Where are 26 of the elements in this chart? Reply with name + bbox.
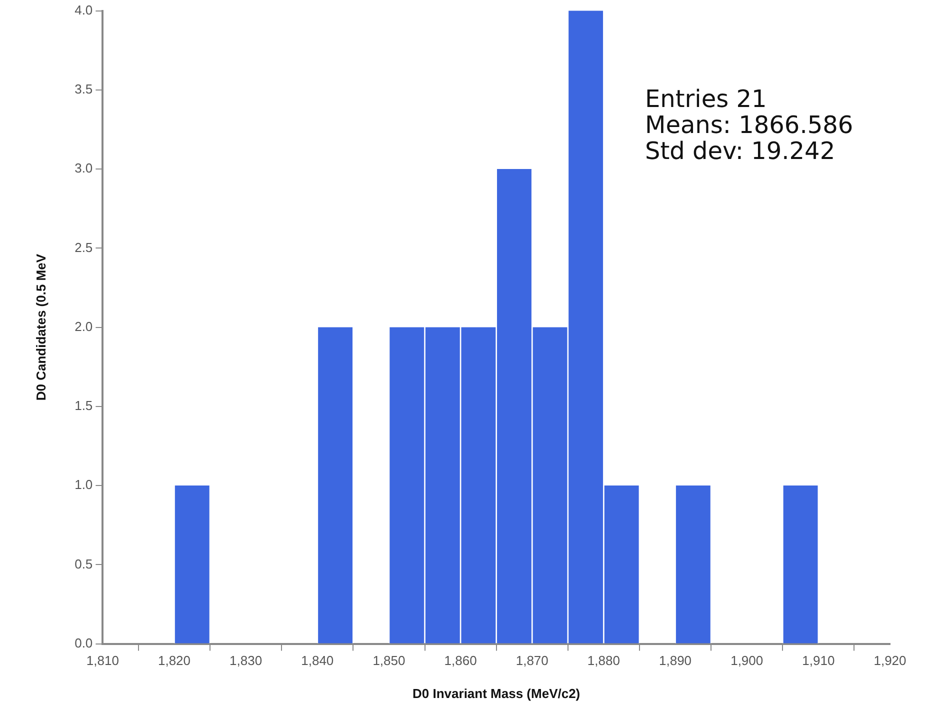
y-tick-label: 4.0	[74, 2, 93, 18]
y-tick-label: 0.5	[74, 556, 93, 572]
x-tick-label: 1,900	[730, 653, 764, 668]
y-tick-label: 2.0	[74, 318, 93, 334]
y-tick-label: 3.0	[74, 160, 93, 176]
y-tick-label: 0.0	[74, 635, 93, 650]
x-tick-label: 1,840	[301, 653, 334, 668]
annotation: Means: 1866.586	[645, 111, 854, 140]
y-tick-label: 2.5	[74, 240, 93, 255]
x-tick-label: 1,870	[516, 653, 548, 668]
x-tick-label: 1,830	[230, 653, 262, 668]
y-axis-title: D0 Candidates (0.5 MeV	[33, 254, 48, 401]
x-tick-label: 1,880	[587, 653, 620, 668]
x-tick-label: 1,860	[444, 653, 477, 668]
x-axis-title: D0 Invariant Mass (MeV/c2)	[412, 686, 580, 701]
x-tick-label: 1,810	[86, 653, 119, 668]
y-tick-label: 1.5	[74, 398, 93, 414]
x-tick-label: 1,890	[659, 653, 692, 668]
annotation: Std dev: 19.242	[645, 137, 836, 166]
y-tick-label: 1.0	[74, 477, 93, 492]
annotation: Entries 21	[645, 85, 767, 114]
x-tick-label: 1,920	[874, 653, 906, 668]
x-tick-label: 1,820	[158, 653, 191, 668]
x-tick-label: 1,910	[802, 653, 835, 668]
y-tick-label: 3.5	[74, 82, 93, 97]
x-tick-label: 1,850	[372, 653, 406, 668]
